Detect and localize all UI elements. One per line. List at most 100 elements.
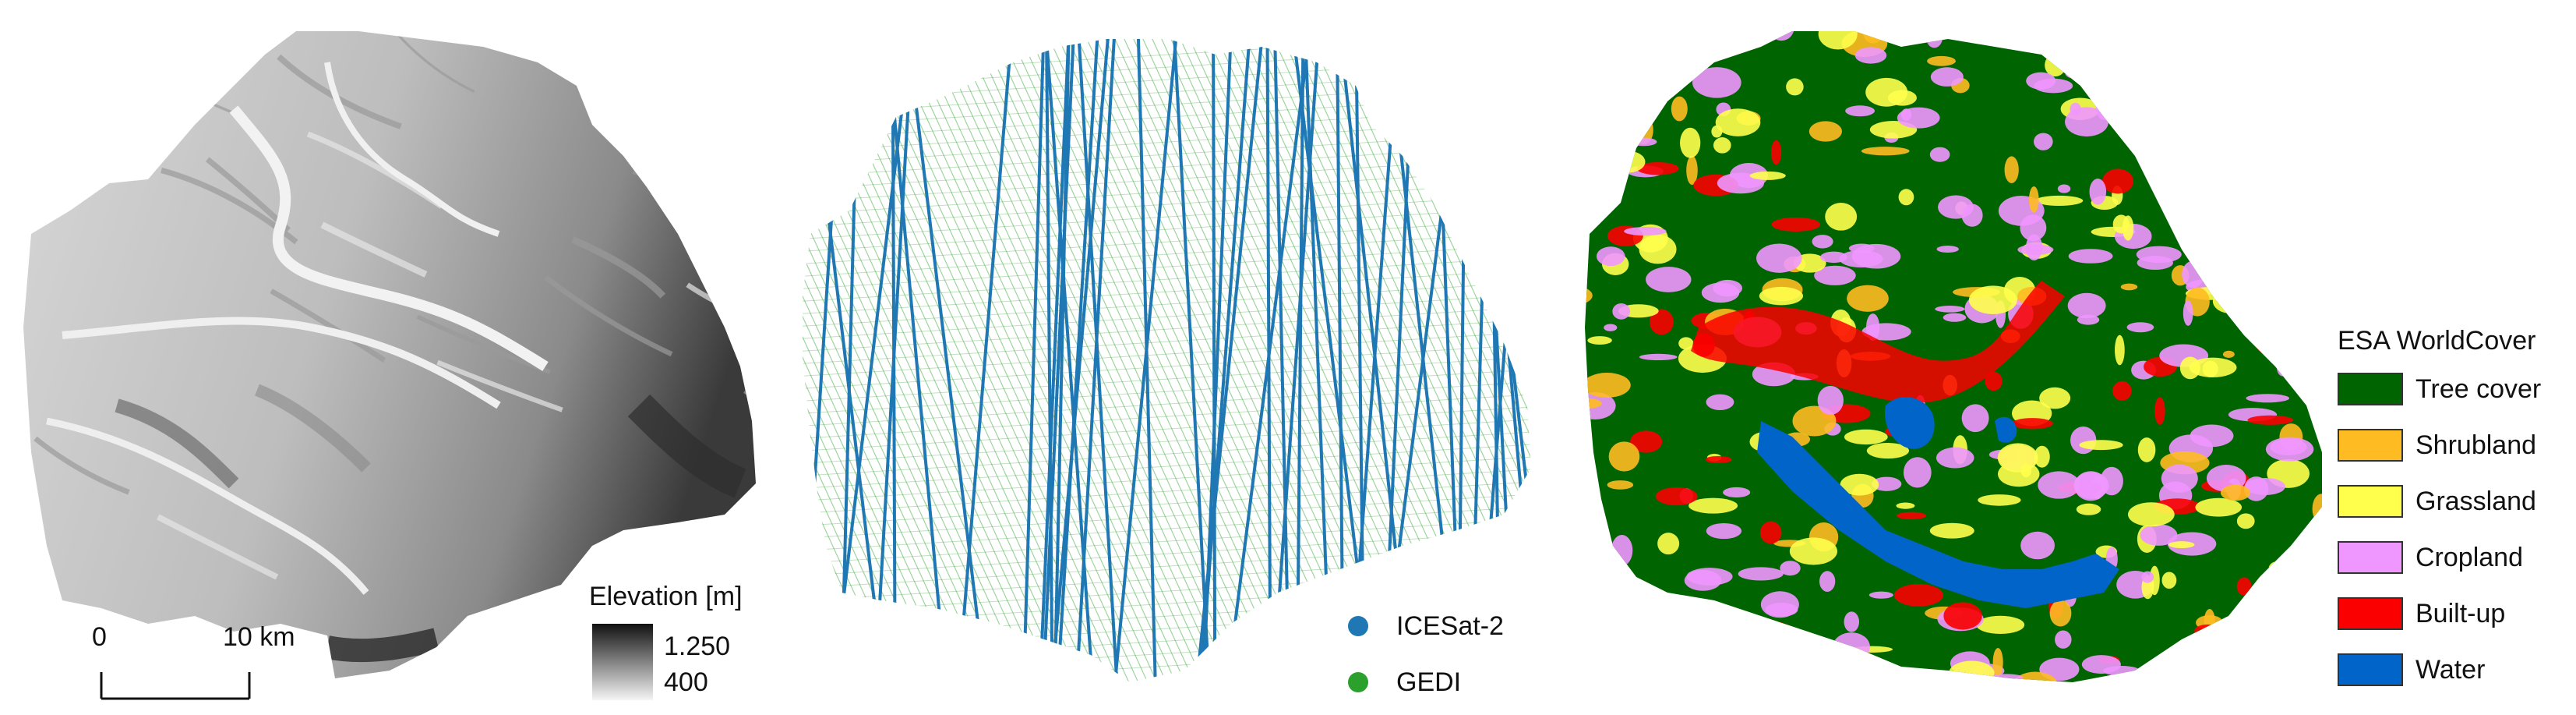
landcover-patch <box>1585 162 1600 169</box>
gedi-track-line <box>803 367 1531 416</box>
landcover-patch <box>1817 385 1844 416</box>
gedi-track-line <box>1311 39 1531 682</box>
landcover-patch <box>1929 522 1974 539</box>
landcover-patch <box>1639 353 1678 361</box>
landcover-patch <box>1585 577 1593 603</box>
landcover-patch <box>1771 217 1821 232</box>
landcover-patch <box>1914 0 1928 5</box>
landcover-patch <box>2284 244 2322 275</box>
landcover-patch <box>2076 503 2101 515</box>
landcover-patch <box>1630 137 1657 147</box>
icesat2-track-line <box>803 39 848 682</box>
landcover-patch <box>1968 285 2017 314</box>
landcover-patch <box>1646 40 1660 55</box>
legend-label-grassland: Grassland <box>2415 487 2536 516</box>
landcover-patch <box>1558 15 1582 45</box>
icesat2-track-line <box>902 39 991 682</box>
landcover-patch <box>1893 583 1943 607</box>
landcover-patch <box>2034 133 2053 150</box>
landcover-patch <box>2028 186 2039 213</box>
terrain-ridge <box>320 221 428 278</box>
landcover-patch <box>2219 0 2230 22</box>
gedi-track-line <box>937 39 1266 682</box>
landcover-patch <box>2089 179 2107 205</box>
landcover-patch <box>1585 372 1631 398</box>
gedi-track-line <box>1358 39 1531 682</box>
gedi-track-line <box>803 205 1531 253</box>
gedi-track-line <box>1134 39 1463 682</box>
icesat2-track-line <box>1052 39 1071 682</box>
landcover-patch <box>1589 554 1607 566</box>
landcover-patch <box>2004 156 2019 183</box>
landcover-patch <box>2114 83 2144 112</box>
landcover-patch <box>1713 641 1730 654</box>
landcover-patch <box>1585 59 1599 88</box>
landcover-patch <box>2182 260 2205 288</box>
landcover-patch <box>2049 600 2072 627</box>
gedi-track-line <box>803 39 939 682</box>
landcover-patch <box>2141 53 2175 66</box>
landcover-patch <box>1961 404 1989 433</box>
gedi-track-line <box>1349 39 1531 682</box>
legend-swatch-water <box>2338 653 2403 686</box>
gedi-track-line <box>803 39 958 682</box>
gedi-track-line <box>803 417 1531 465</box>
landcover-map-panel: ESA WorldCover Tree cover Shrubland Grassl… <box>1558 0 2576 715</box>
gedi-track-line <box>1246 39 1531 682</box>
landcover-patch <box>1752 625 1774 648</box>
landcover-patch <box>1558 364 1564 382</box>
terrain-ridge <box>157 514 279 580</box>
landcover-patch <box>2295 268 2322 278</box>
landcover-patch <box>1948 695 1967 715</box>
landcover-patch <box>1702 0 1720 16</box>
landcover-patch <box>1898 189 1914 206</box>
landcover-legend-title: ESA WorldCover <box>2338 326 2536 356</box>
gedi-track-line <box>1209 39 1531 682</box>
landcover-patch <box>2257 0 2306 19</box>
landcover-patch <box>1723 487 1751 497</box>
landcover-patch <box>1814 265 1856 285</box>
landcover-patch <box>1609 114 1621 145</box>
landcover-patch <box>1961 204 1983 227</box>
landcover-patch <box>1759 521 1782 544</box>
gedi-track-line <box>1377 39 1531 682</box>
gedi-track-line <box>803 517 1531 565</box>
landcover-patch <box>1771 140 1782 165</box>
landcover-patch <box>1612 303 1630 320</box>
landcover-patch <box>1705 39 1741 57</box>
icesat2-track-line <box>1477 39 1531 682</box>
landcover-patch <box>2027 36 2059 46</box>
landcover-patch <box>2055 630 2072 649</box>
gedi-track-line <box>975 39 1304 682</box>
landcover-patch <box>2079 440 2123 451</box>
icesat2-track-line <box>1469 39 1531 682</box>
gedi-track-line <box>1537 0 1558 715</box>
gedi-track-line <box>1199 39 1528 682</box>
landcover-patch <box>2115 334 2125 366</box>
landcover-patch <box>2218 38 2233 53</box>
landcover-patch <box>1819 571 1836 592</box>
terrain-ridge <box>640 652 756 678</box>
landcover-patch <box>1655 487 1698 506</box>
landcover-patch <box>1656 596 1676 624</box>
gedi-track-line <box>1087 39 1416 682</box>
landcover-patch <box>2004 31 2051 36</box>
landcover-patch <box>2184 2 2230 27</box>
landcover-patch <box>1861 323 1911 341</box>
landcover-patch <box>1587 336 1612 345</box>
icesat2-track-line <box>1211 39 1217 682</box>
gedi-track-line <box>881 39 1210 682</box>
landcover-patch <box>2212 104 2235 118</box>
landcover-patch <box>1808 121 1842 142</box>
legend-label-water: Water <box>2415 655 2486 685</box>
landcover-patch <box>1601 656 1643 670</box>
landcover-patch <box>1752 621 1791 639</box>
landcover-patch <box>1641 611 1690 642</box>
landcover-patch <box>1585 94 1599 126</box>
landcover-patch <box>2205 234 2252 254</box>
gedi-track-line <box>803 39 1023 682</box>
landcover-patch <box>1696 602 1707 630</box>
landcover-patch <box>2126 48 2149 60</box>
landcover-patch <box>2190 424 2234 448</box>
landcover-patch <box>1597 12 1624 24</box>
